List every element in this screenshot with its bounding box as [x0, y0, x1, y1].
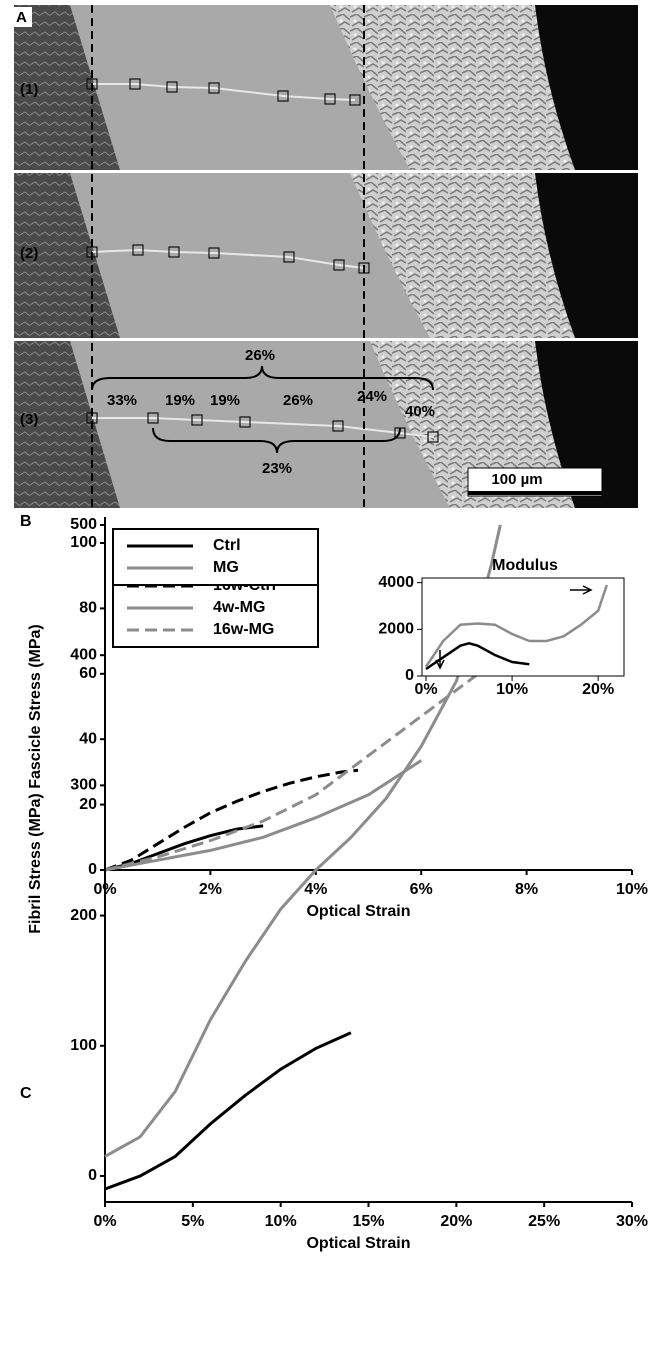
strain-label: 19% [210, 392, 240, 409]
panel-label: C [20, 1085, 32, 1102]
y-tick-label: 300 [70, 777, 97, 794]
marker-square [277, 90, 289, 102]
series-line [104, 768, 359, 872]
marker-square [283, 251, 295, 263]
legend-label: 16w-MG [213, 621, 274, 638]
brace [91, 365, 434, 391]
marker-square [166, 81, 178, 93]
x-tick-label: 20% [582, 681, 614, 698]
strain-label: 26% [245, 347, 275, 364]
x-axis-title: Optical Strain [306, 1235, 410, 1252]
marker-square [191, 414, 203, 426]
dark-edge [535, 173, 638, 338]
strain-label: 40% [405, 403, 435, 420]
x-tick-label: 30% [616, 1213, 648, 1230]
x-tick-label: 20% [440, 1213, 472, 1230]
y-tick-label: 100 [70, 534, 97, 551]
strain-label: 19% [165, 392, 195, 409]
legend-box [112, 528, 319, 586]
inset-frame [421, 577, 625, 677]
x-tick-label: 8% [515, 881, 538, 898]
x-tick-label: 15% [352, 1213, 384, 1230]
y-tick-label: 100 [70, 1037, 97, 1054]
x-tick-label: 6% [410, 881, 433, 898]
series-line [424, 584, 608, 668]
legend-label: 4w-MG [213, 599, 265, 616]
micrograph-panel: A (1) (2) (3) 26% 33% 19% 19% 26% 24% 40% 23% 100 µm [14, 5, 638, 508]
x-tick-label: 10% [496, 681, 528, 698]
row-label: (1) [20, 81, 38, 98]
y-tick-label: 500 [70, 516, 97, 533]
y-tick-label: 80 [79, 600, 97, 617]
y-tick-label: 2000 [378, 621, 414, 638]
x-tick-label: 4% [304, 881, 327, 898]
panel-label: A [16, 9, 27, 26]
y-axis-title: Fibril Stress (MPa) [27, 793, 44, 933]
x-tick-label: 0% [93, 1213, 116, 1230]
marker-square [332, 420, 344, 432]
x-axis-title: Optical Strain [306, 903, 410, 920]
strain-label: 26% [283, 392, 313, 409]
marker-square [333, 259, 345, 271]
fascicle-line [91, 248, 365, 269]
dark-edge [535, 341, 638, 508]
label-bg [14, 7, 32, 27]
x-tick-label: 0% [414, 681, 437, 698]
chart-title: Modulus [492, 557, 558, 574]
y-tick-label: 0 [88, 861, 97, 878]
strain-label: 33% [107, 392, 137, 409]
panel-label: B [20, 513, 32, 530]
y-tick-label: 4000 [378, 574, 414, 591]
y-tick-label: 0 [405, 667, 414, 684]
marker-square [147, 412, 159, 424]
x-tick-label: 10% [265, 1213, 297, 1230]
x-tick-label: 25% [528, 1213, 560, 1230]
y-tick-label: 400 [70, 646, 97, 663]
series-line [425, 642, 530, 671]
tissue-left [14, 341, 120, 508]
marker-square [427, 431, 439, 443]
strain-label: 23% [262, 460, 292, 477]
marker-square [358, 262, 370, 274]
series-line [104, 1031, 352, 1191]
dark-edge [535, 5, 638, 170]
arrow-head [435, 659, 445, 670]
series-line [104, 759, 423, 872]
tissue-left [14, 5, 120, 170]
row-label: (2) [20, 245, 38, 262]
marker-square [208, 247, 220, 259]
marker-square [239, 416, 251, 428]
x-tick-label: 2% [199, 881, 222, 898]
tissue-left [14, 173, 120, 338]
y-tick-label: 60 [79, 665, 97, 682]
legend-label: MG [213, 559, 239, 576]
y-tick-label: 20 [79, 796, 97, 813]
fascicle-line [92, 83, 356, 101]
marker-square [324, 93, 336, 105]
y-axis-title: Fascicle Stress (MPa) [27, 624, 44, 789]
marker-square [349, 94, 361, 106]
x-tick-label: 10% [616, 881, 648, 898]
legend-label: Ctrl [213, 537, 241, 554]
y-tick-label: 200 [70, 907, 97, 924]
arrow-head [582, 585, 593, 595]
charts: B 0 20 40 60 80 100 0% 2% 4% 6% 8% 10% Optical Strain… [20, 513, 648, 1252]
row-label: (3) [20, 411, 38, 428]
scale-label: 100 µm [491, 471, 542, 488]
strain-label: 24% [357, 388, 387, 405]
y-tick-label: 0 [88, 1167, 97, 1184]
marker-square [208, 82, 220, 94]
y-tick-label: 40 [79, 730, 97, 747]
x-tick-label: 5% [181, 1213, 204, 1230]
marker-square [129, 78, 141, 90]
marker-square [132, 244, 144, 256]
brace [152, 427, 401, 454]
marker-square [168, 246, 180, 258]
